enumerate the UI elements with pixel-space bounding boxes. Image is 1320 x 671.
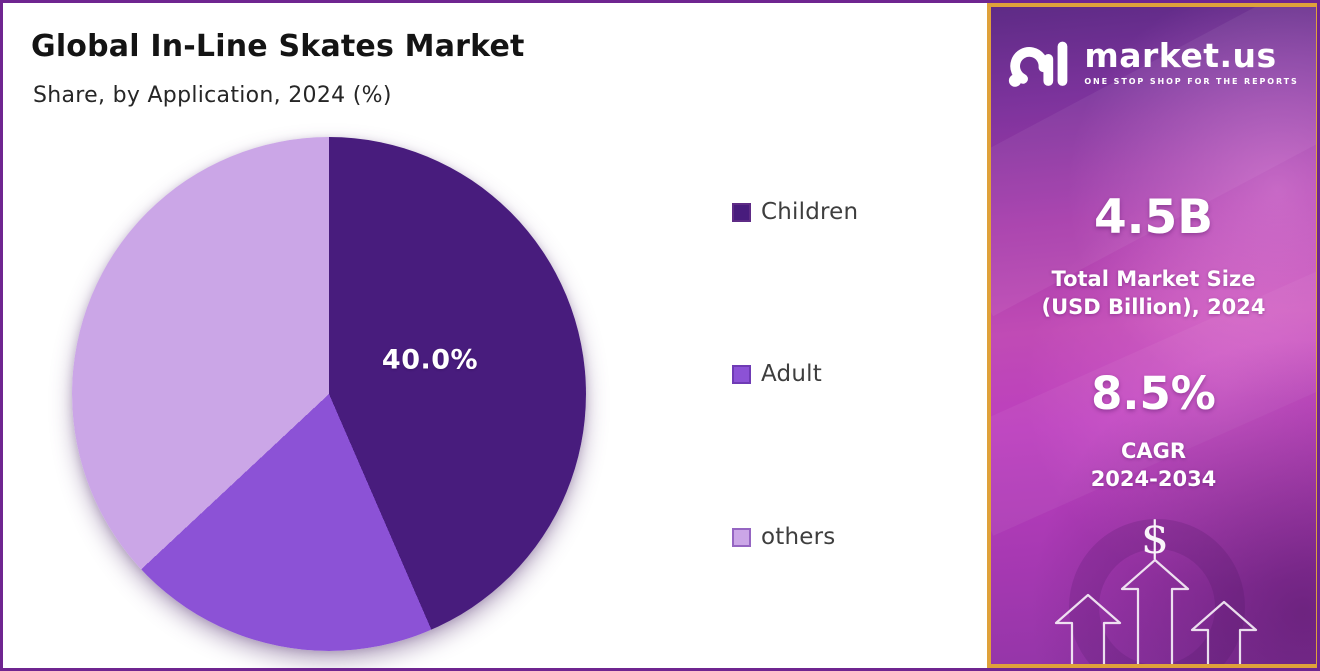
- market-size-caption: Total Market Size (USD Billion), 2024: [991, 265, 1316, 321]
- legend-label-others: others: [761, 524, 836, 550]
- legend-label-adult: Adult: [761, 361, 822, 387]
- brand-name: market.us: [1084, 35, 1277, 75]
- market-size-caption-line2: (USD Billion), 2024: [1041, 295, 1266, 319]
- cagr-value: 8.5%: [1091, 367, 1216, 420]
- page-title: Global In-Line Skates Market: [31, 29, 525, 64]
- pie-slice-label-children: 40.0%: [381, 344, 479, 376]
- page-subtitle: Share, by Application, 2024 (%): [33, 83, 392, 108]
- pie: [72, 137, 586, 651]
- legend-item-children: Children: [732, 199, 858, 225]
- legend-item-adult: Adult: [732, 361, 822, 387]
- cagr-caption-line2: 2024-2034: [1090, 467, 1217, 491]
- legend-swatch-children: [732, 202, 751, 222]
- brand-tagline: ONE STOP SHOP FOR THE REPORTS: [1084, 76, 1299, 86]
- brand-side-panel: market.us ONE STOP SHOP FOR THE REPORTS …: [987, 3, 1317, 668]
- legend-item-others: others: [732, 524, 835, 550]
- marketus-logo-icon: [1009, 41, 1068, 87]
- panel-background-shadow: [991, 7, 1316, 664]
- brand-header: market.us ONE STOP SHOP FOR THE REPORTS: [991, 33, 1316, 91]
- cagr-caption: CAGR 2024-2034: [991, 437, 1316, 493]
- legend-swatch-others: [732, 527, 751, 547]
- legend-label-children: Children: [761, 199, 859, 225]
- legend-swatch-adult: [732, 364, 751, 384]
- pie-legend: Children Adult others: [732, 3, 972, 668]
- cagr-caption-line1: CAGR: [1120, 439, 1187, 463]
- growth-arrows-icon: [1054, 558, 1258, 664]
- brand-text: market.us ONE STOP SHOP FOR THE REPORTS: [1084, 39, 1298, 86]
- market-size-value: 4.5B: [1093, 190, 1214, 245]
- dollar-icon: $: [1141, 513, 1169, 564]
- market-size-caption-line1: Total Market Size: [1051, 267, 1256, 291]
